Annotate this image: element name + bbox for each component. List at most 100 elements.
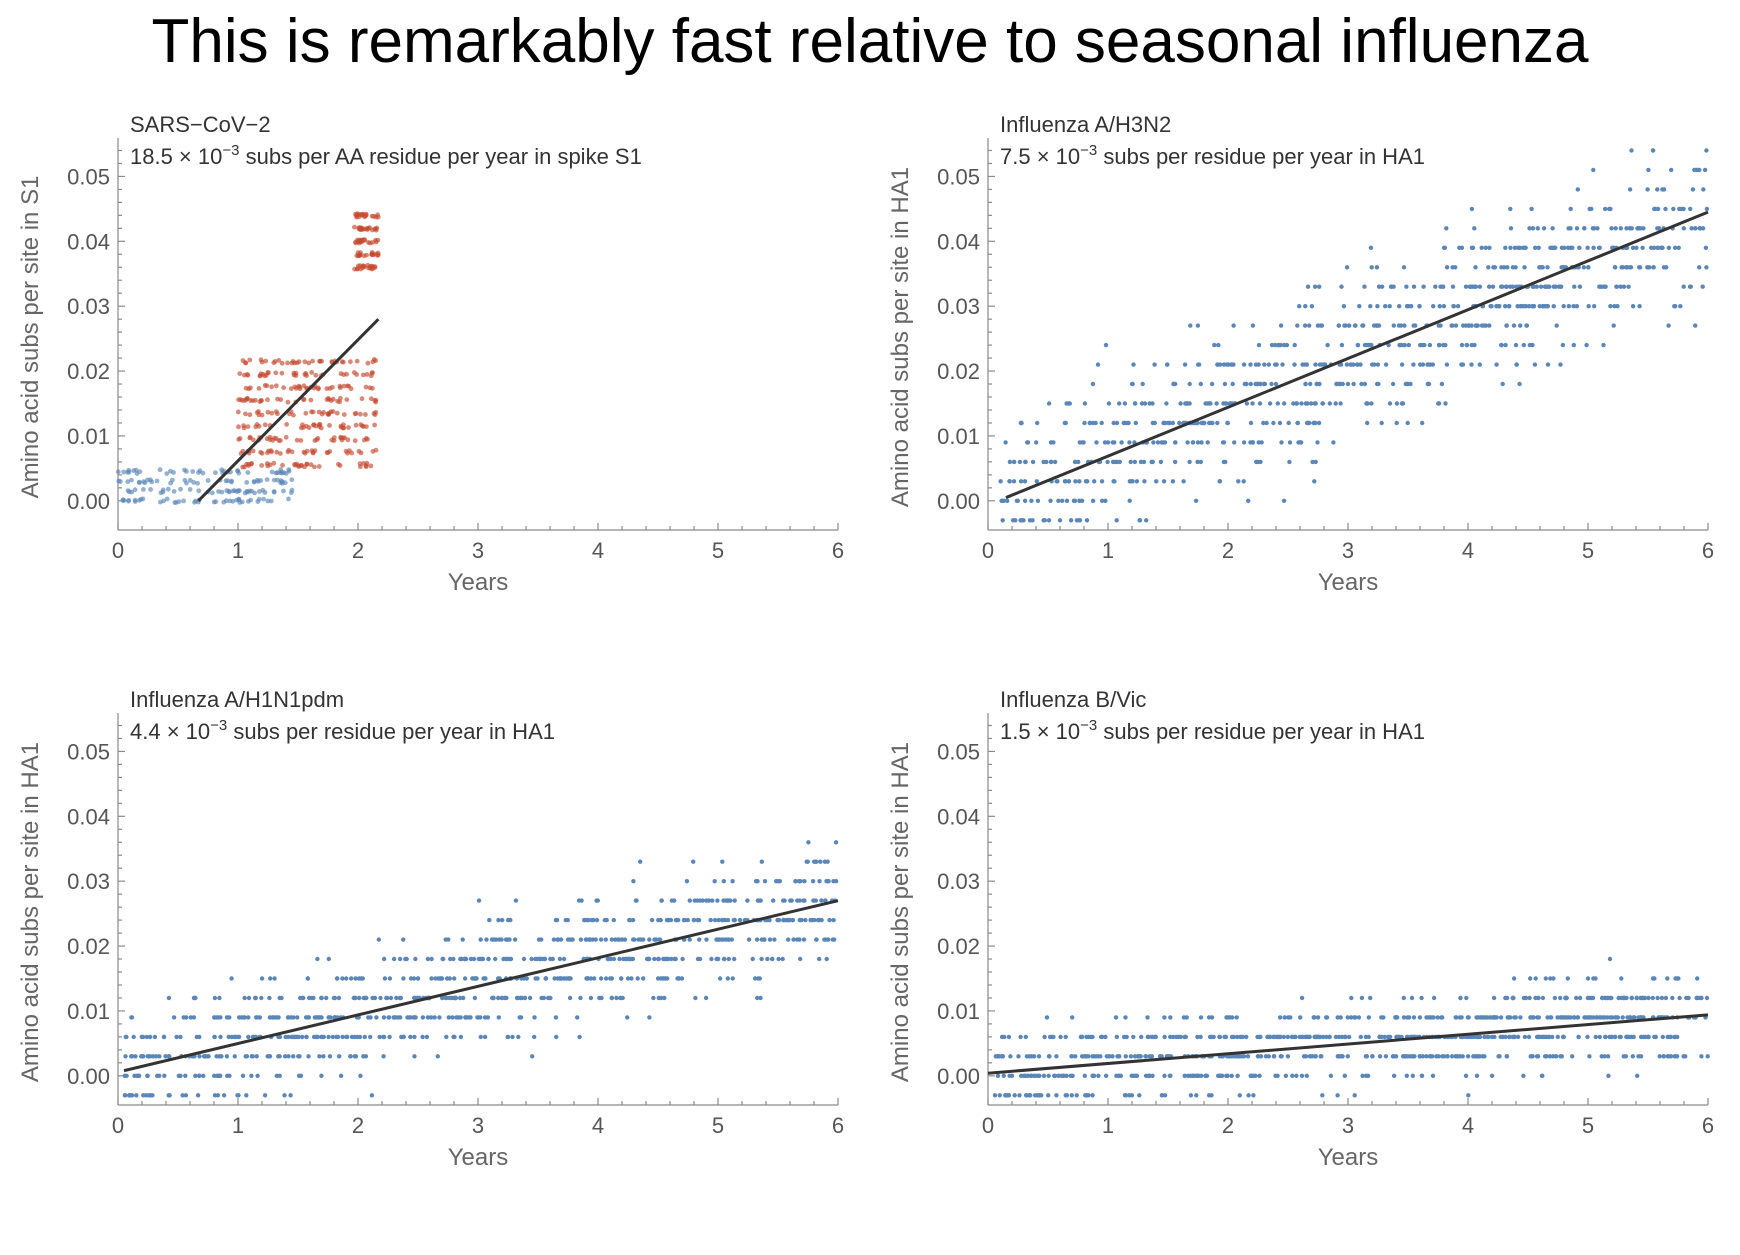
scatter-point	[237, 436, 243, 441]
scatter-point	[1375, 304, 1380, 309]
scatter-point	[1534, 284, 1539, 289]
x-tick-label: 4	[592, 538, 604, 563]
data-points	[115, 211, 381, 505]
scatter-point	[326, 410, 332, 416]
x-tick-label: 1	[1102, 538, 1114, 563]
scatter-point	[1290, 1073, 1295, 1078]
scatter-point	[1137, 518, 1142, 523]
scatter-point	[1313, 459, 1318, 465]
scatter-point	[329, 437, 335, 443]
scatter-point	[1472, 342, 1477, 348]
scatter-point	[1395, 1015, 1400, 1020]
scatter-point	[295, 1015, 300, 1020]
scatter-point	[709, 956, 714, 962]
scatter-point	[1279, 1054, 1284, 1059]
scatter-point	[1206, 420, 1212, 426]
scatter-point	[237, 371, 243, 376]
scatter-point	[1242, 381, 1247, 387]
scatter-point	[386, 1015, 391, 1020]
scatter-point	[1535, 226, 1540, 231]
scatter-point	[1489, 304, 1494, 309]
scatter-point	[1400, 401, 1406, 406]
scatter-point	[131, 1034, 136, 1040]
scatter-point	[1565, 245, 1571, 250]
scatter-point	[722, 956, 727, 962]
scatter-point	[1470, 245, 1476, 250]
scatter-point	[1701, 187, 1706, 192]
scatter-point	[250, 1054, 255, 1059]
scatter-point	[1465, 1054, 1471, 1059]
rate-coefficient: 7.5 × 10	[1000, 144, 1080, 169]
scatter-point	[781, 917, 786, 923]
scatter-point	[605, 956, 610, 962]
scatter-point	[1390, 381, 1396, 387]
scatter-point	[1301, 1054, 1307, 1059]
scatter-point	[1128, 459, 1133, 465]
scatter-point	[767, 917, 772, 923]
chart-svg: 0 1 2 3 4 5 60.000.010.020.030.040.05YearsAmin…	[17, 687, 844, 1171]
scatter-point	[316, 386, 321, 392]
scatter-point	[245, 470, 251, 475]
scatter-point	[1466, 1093, 1471, 1098]
scatter-point	[1404, 284, 1409, 289]
scatter-point	[1224, 1073, 1229, 1078]
scatter-point	[998, 479, 1003, 484]
scatter-point	[373, 397, 379, 403]
scatter-point	[166, 995, 172, 1001]
scatter-point	[1397, 342, 1402, 348]
scatter-point	[697, 898, 703, 903]
scatter-point	[1417, 1015, 1423, 1020]
scatter-point	[608, 956, 614, 962]
scatter-point	[1653, 206, 1658, 212]
scatter-point	[719, 937, 724, 942]
scatter-point	[1666, 245, 1672, 250]
scatter-point	[324, 397, 330, 402]
scatter-point	[359, 396, 365, 402]
scatter-point	[1464, 342, 1469, 348]
scatter-point	[1196, 362, 1202, 367]
scatter-point	[1376, 381, 1381, 387]
scatter-point	[1208, 401, 1213, 406]
scatter-point	[1410, 1073, 1415, 1078]
scatter-point	[1051, 440, 1056, 445]
scatter-point	[1428, 1054, 1433, 1059]
scatter-point	[1281, 1034, 1286, 1040]
scatter-point	[1077, 440, 1082, 445]
scatter-point	[412, 1054, 417, 1059]
scatter-point	[1590, 226, 1596, 231]
scatter-point	[1607, 956, 1613, 962]
scatter-point	[795, 937, 800, 942]
scatter-point	[308, 462, 314, 468]
scatter-point	[187, 487, 193, 492]
scatter-point	[625, 1015, 630, 1020]
scatter-point	[1409, 304, 1414, 309]
scatter-point	[315, 956, 320, 962]
scatter-point	[1017, 459, 1023, 465]
scatter-point	[695, 917, 701, 923]
scatter-point	[338, 423, 344, 429]
scatter-point	[1577, 995, 1583, 1001]
scatter-point	[578, 995, 583, 1001]
scatter-point	[263, 358, 269, 364]
scatter-point	[567, 995, 573, 1001]
scatter-point	[362, 1034, 367, 1040]
scatter-point	[1693, 226, 1698, 231]
scatter-point	[1514, 284, 1519, 289]
scatter-point	[472, 995, 478, 1001]
scatter-point	[1489, 1073, 1495, 1078]
scatter-point	[278, 451, 283, 456]
scatter-point	[780, 956, 785, 962]
scatter-point	[1046, 1093, 1051, 1098]
scatter-point	[776, 917, 782, 923]
scatter-point	[1401, 342, 1406, 348]
scatter-point	[1628, 265, 1633, 270]
scatter-point	[301, 425, 306, 430]
scatter-point	[1510, 995, 1516, 1001]
scatter-point	[437, 1015, 442, 1020]
scatter-point	[1223, 1034, 1229, 1040]
scatter-point	[1277, 1034, 1282, 1040]
scatter-point	[1121, 420, 1126, 426]
scatter-point	[1486, 265, 1491, 270]
scatter-point	[1431, 995, 1437, 1001]
scatter-point	[622, 937, 628, 942]
